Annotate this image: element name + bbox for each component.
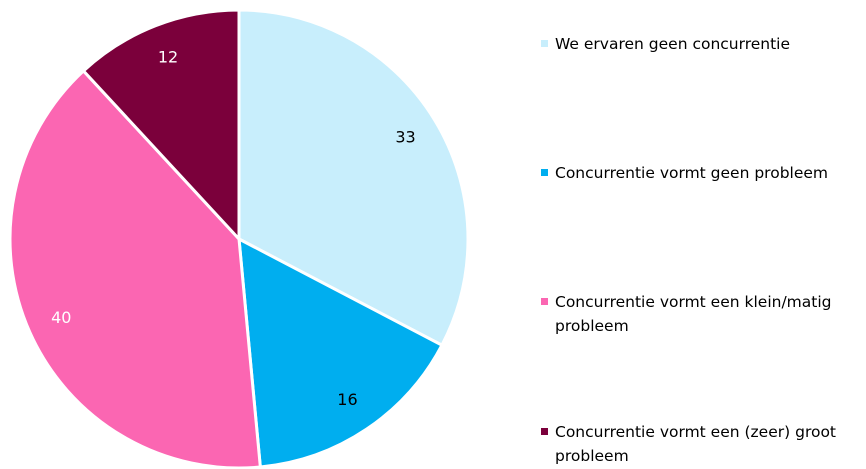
legend-marker [541, 298, 548, 305]
data-label: 16 [337, 390, 357, 409]
legend-item: Concurrentie vormt geen probleem [541, 161, 866, 185]
legend-label: Concurrentie vormt geen probleem [555, 164, 829, 182]
legend-marker [541, 169, 548, 176]
legend-item: Concurrentie vormt een klein/matig probl… [541, 290, 866, 338]
pie-slice [237, 236, 444, 469]
legend-label: Concurrentie vormt een klein/matig probl… [555, 293, 832, 335]
chart: 33 16 40 12 [8, 8, 470, 469]
data-label: 33 [395, 128, 415, 147]
pie-slice [8, 68, 262, 469]
legend-marker [541, 40, 548, 47]
legend-label: Concurrentie vormt een (zeer) groot prob… [555, 423, 837, 465]
pie-slice [237, 8, 470, 348]
data-label: 40 [51, 308, 71, 327]
data-label: 12 [158, 47, 178, 66]
legend-item: Concurrentie vormt een (zeer) groot prob… [541, 420, 866, 468]
pie-slice [81, 8, 241, 243]
legend-marker [541, 428, 548, 435]
legend-item: We ervaren geen concurrentie [541, 32, 866, 56]
legend-label: We ervaren geen concurrentie [555, 35, 791, 53]
